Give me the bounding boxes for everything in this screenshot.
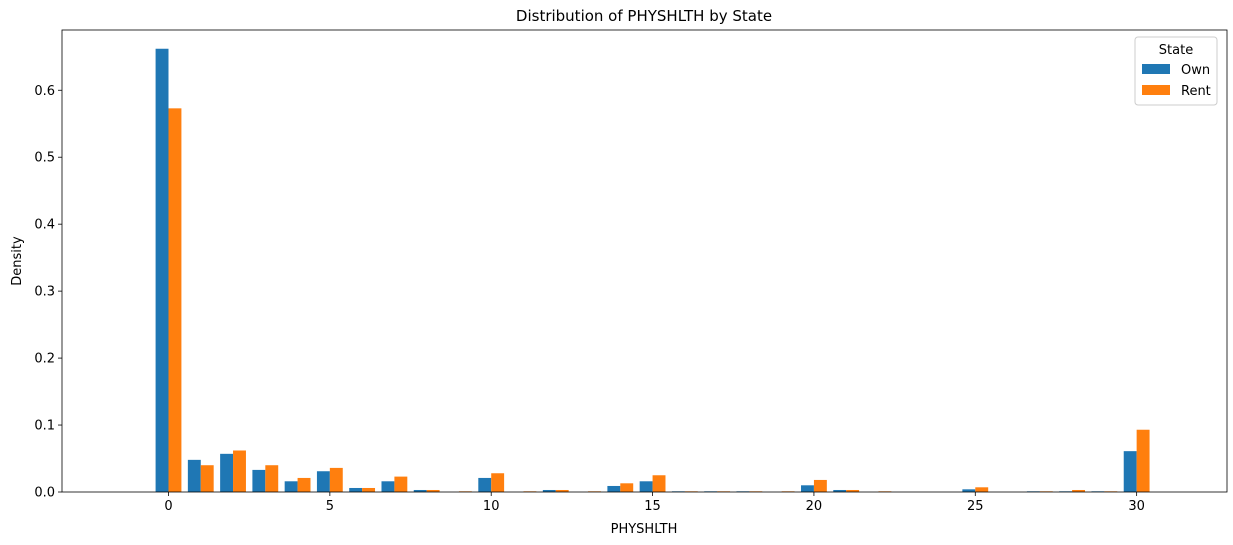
- bar-own-21: [833, 489, 847, 492]
- y-tick-label: 0.3: [34, 285, 55, 300]
- bar-own-8: [413, 489, 427, 492]
- bar-own-3: [252, 469, 266, 492]
- bar-own-30: [1123, 451, 1137, 492]
- bar-rent-7: [394, 476, 408, 492]
- chart-title: Distribution of PHYSHLTH by State: [516, 7, 772, 25]
- x-tick-label: 10: [483, 499, 500, 514]
- legend-title: State: [1159, 43, 1193, 58]
- x-tick-label: 5: [326, 499, 334, 514]
- bar-rent-30: [1136, 429, 1150, 492]
- bar-own-5: [316, 471, 330, 492]
- bar-rent-1: [200, 465, 214, 492]
- y-tick-label: 0.0: [34, 486, 55, 501]
- y-tick-label: 0.2: [34, 352, 55, 367]
- bar-own-1: [187, 459, 201, 492]
- bar-own-12: [542, 489, 556, 492]
- bar-own-0: [155, 48, 169, 492]
- bar-rent-4: [297, 477, 311, 492]
- bar-rent-28: [1072, 489, 1086, 492]
- legend: State Own Rent: [1134, 36, 1218, 106]
- bar-rent-3: [265, 465, 279, 492]
- plot-frame: [61, 29, 1228, 493]
- legend-label-rent: Rent: [1181, 84, 1211, 99]
- x-tick-label: 25: [967, 499, 984, 514]
- bar-rent-2: [233, 450, 246, 492]
- bar-rent-20: [813, 479, 827, 492]
- plot-area: [61, 29, 1228, 493]
- bars-layer: [155, 48, 1150, 492]
- x-tick-label: 20: [806, 499, 823, 514]
- x-tick-label: 15: [644, 499, 661, 514]
- bar-rent-14: [620, 483, 634, 492]
- bar-rent-8: [426, 489, 440, 492]
- legend-swatch-own: [1142, 64, 1170, 74]
- y-tick-label: 0.5: [34, 151, 55, 166]
- bar-own-2: [220, 453, 234, 492]
- y-axis: 0.0 0.1 0.2 0.3 0.4 0.5 0.6: [34, 84, 62, 501]
- bar-rent-5: [329, 467, 343, 492]
- bar-own-4: [284, 481, 298, 492]
- bar-rent-12: [555, 489, 569, 492]
- bar-own-14: [607, 485, 621, 492]
- bar-own-7: [381, 481, 395, 492]
- bar-rent-25: [975, 487, 989, 492]
- bar-rent-21: [846, 489, 860, 492]
- bar-rent-15: [652, 475, 666, 492]
- x-tick-label: 0: [164, 499, 172, 514]
- bar-rent-10: [491, 473, 505, 492]
- bar-own-6: [349, 487, 363, 492]
- bar-own-15: [639, 481, 653, 492]
- bar-own-10: [478, 477, 492, 492]
- x-axis-label: PHYSHLTH: [611, 522, 678, 537]
- x-tick-label: 30: [1128, 499, 1145, 514]
- bar-own-20: [801, 485, 814, 492]
- y-tick-label: 0.4: [34, 218, 55, 233]
- y-tick-label: 0.6: [34, 84, 55, 99]
- x-axis: 0 5 10 15 20 25 30: [164, 492, 1145, 514]
- legend-swatch-rent: [1142, 85, 1170, 95]
- y-tick-label: 0.1: [34, 419, 55, 434]
- legend-label-own: Own: [1181, 63, 1210, 78]
- bar-rent-6: [362, 487, 376, 492]
- bar-own-25: [962, 489, 976, 492]
- bar-rent-0: [168, 108, 182, 492]
- y-axis-label: Density: [10, 236, 25, 286]
